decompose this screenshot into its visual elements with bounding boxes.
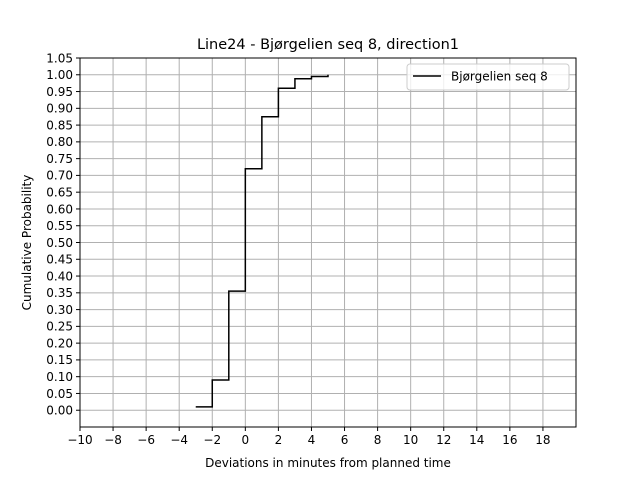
y-tick-label: 0.30 bbox=[46, 303, 73, 317]
y-axis: 0.00 0.05 0.10 0.15 0.20 0.25 0.30 0.35 0.40 0.45… bbox=[46, 51, 80, 418]
x-tick-label: 16 bbox=[502, 433, 517, 447]
legend-box bbox=[406, 63, 570, 91]
x-tick-label: −10 bbox=[67, 433, 92, 447]
legend-label: Bjørgelien seq 8 bbox=[451, 70, 548, 84]
y-tick-label: 0.05 bbox=[46, 387, 73, 401]
x-tick-label: 18 bbox=[535, 433, 550, 447]
x-tick-label: 12 bbox=[436, 433, 451, 447]
y-tick-label: 0.20 bbox=[46, 336, 73, 350]
y-axis-label: Cumulative Probability bbox=[20, 175, 34, 311]
x-axis: −10 −8 −6 −4 −2 0 2 4 6 8 10 12 14 16 18 bbox=[67, 427, 551, 447]
y-tick-label: 0.15 bbox=[46, 353, 73, 367]
y-tick-label: 0.85 bbox=[46, 118, 73, 132]
x-tick-label: 0 bbox=[242, 433, 250, 447]
chart-title: Line24 - Bjørgelien seq 8, direction1 bbox=[197, 37, 459, 53]
y-tick-label: 1.05 bbox=[46, 51, 73, 65]
y-tick-label: 0.50 bbox=[46, 236, 73, 250]
y-tick-label: 0.95 bbox=[46, 85, 73, 99]
x-tick-label: −6 bbox=[137, 433, 155, 447]
x-tick-label: 6 bbox=[341, 433, 349, 447]
x-tick-label: 2 bbox=[275, 433, 283, 447]
y-tick-label: 0.80 bbox=[46, 135, 73, 149]
y-tick-label: 0.60 bbox=[46, 202, 73, 216]
y-tick-label: 0.40 bbox=[46, 269, 73, 283]
y-tick-label: 0.70 bbox=[46, 169, 73, 183]
y-tick-label: 0.55 bbox=[46, 219, 73, 233]
x-tick-label: −8 bbox=[104, 433, 122, 447]
grid bbox=[79, 57, 576, 427]
y-tick-label: 0.65 bbox=[46, 185, 73, 199]
legend: Bjørgelien seq 8 bbox=[406, 63, 570, 91]
x-tick-label: 8 bbox=[374, 433, 382, 447]
y-tick-label: 0.45 bbox=[46, 253, 73, 267]
series-layer bbox=[195, 74, 329, 408]
y-tick-label: 0.35 bbox=[46, 286, 73, 300]
y-tick-label: 0.25 bbox=[46, 320, 73, 334]
x-tick-label: −2 bbox=[203, 433, 221, 447]
y-tick-label: 1.00 bbox=[46, 68, 73, 82]
y-tick-label: 0.10 bbox=[46, 370, 73, 384]
x-tick-label: 14 bbox=[469, 433, 484, 447]
x-tick-label: 10 bbox=[403, 433, 418, 447]
x-tick-label: −4 bbox=[170, 433, 188, 447]
y-tick-label: 0.00 bbox=[46, 404, 73, 418]
x-tick-label: 4 bbox=[308, 433, 316, 447]
y-tick-label: 0.75 bbox=[46, 152, 73, 166]
y-tick-label: 0.90 bbox=[46, 102, 73, 116]
x-axis-label: Deviations in minutes from planned time bbox=[205, 456, 451, 470]
series-line bbox=[195, 74, 329, 408]
